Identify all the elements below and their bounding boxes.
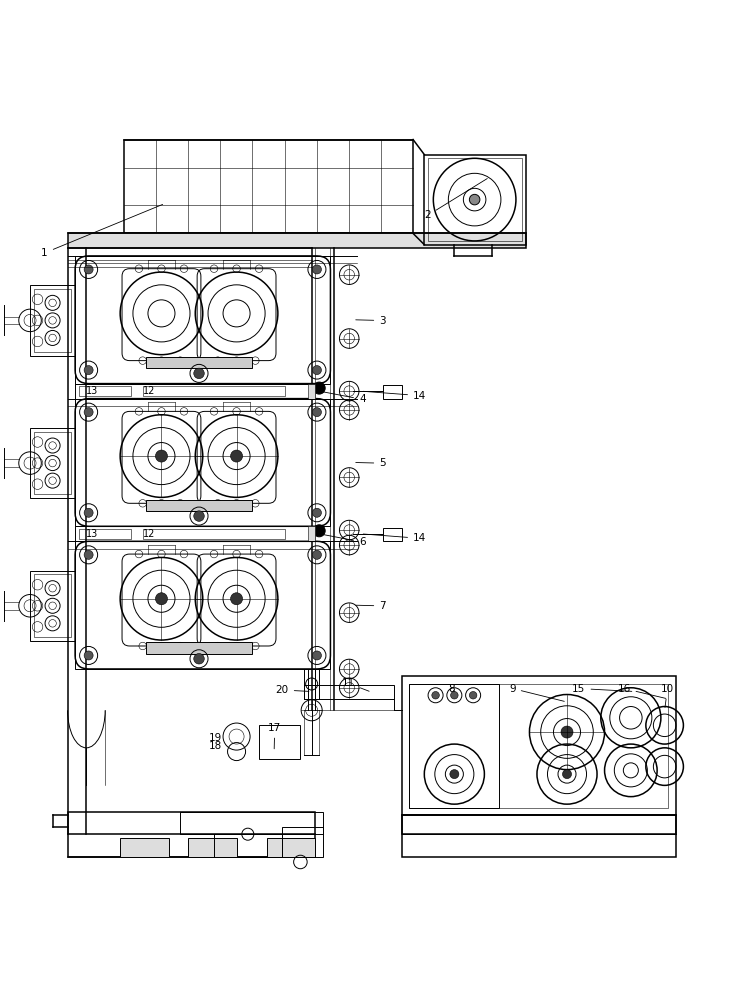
- Bar: [68, 812, 315, 857]
- Circle shape: [312, 651, 321, 660]
- Bar: [75, 256, 330, 384]
- Circle shape: [312, 508, 321, 517]
- Bar: [308, 384, 315, 399]
- Circle shape: [450, 770, 459, 779]
- Text: 10: 10: [661, 684, 674, 708]
- Text: 18: 18: [209, 741, 222, 751]
- Bar: [68, 233, 526, 248]
- Bar: [409, 684, 499, 808]
- Circle shape: [194, 511, 204, 521]
- Bar: [402, 676, 676, 815]
- Bar: [30, 571, 75, 641]
- Circle shape: [469, 194, 480, 205]
- Text: 19: 19: [209, 733, 222, 743]
- Bar: [146, 357, 252, 368]
- Bar: [188, 838, 237, 857]
- Circle shape: [432, 692, 439, 699]
- Circle shape: [231, 450, 243, 462]
- Circle shape: [313, 525, 325, 537]
- Bar: [34, 289, 71, 352]
- Bar: [75, 526, 312, 541]
- Text: 20: 20: [276, 685, 309, 695]
- Text: 7: 7: [356, 601, 386, 611]
- Bar: [214, 834, 282, 857]
- Bar: [259, 725, 300, 759]
- Bar: [30, 285, 75, 356]
- Circle shape: [84, 651, 93, 660]
- Circle shape: [155, 593, 167, 605]
- Circle shape: [194, 654, 204, 664]
- Bar: [79, 529, 131, 539]
- Bar: [409, 684, 668, 808]
- Bar: [282, 827, 323, 857]
- Text: 16: 16: [617, 684, 665, 698]
- Text: 14: 14: [363, 533, 427, 543]
- Bar: [34, 574, 71, 637]
- Circle shape: [84, 508, 93, 517]
- Bar: [428, 158, 522, 241]
- Text: 12: 12: [143, 386, 155, 396]
- Bar: [383, 528, 402, 541]
- Text: 2: 2: [424, 179, 487, 220]
- Bar: [75, 399, 330, 526]
- Bar: [402, 815, 676, 857]
- Bar: [143, 386, 285, 396]
- Bar: [267, 838, 315, 857]
- Circle shape: [155, 450, 167, 462]
- Bar: [146, 500, 252, 511]
- Text: 6: 6: [322, 534, 366, 547]
- Bar: [124, 140, 413, 233]
- Bar: [180, 812, 323, 834]
- Circle shape: [312, 366, 321, 375]
- Text: 1: 1: [41, 204, 163, 258]
- Circle shape: [312, 408, 321, 417]
- Circle shape: [451, 692, 458, 699]
- Circle shape: [194, 368, 204, 379]
- Bar: [402, 815, 676, 834]
- Circle shape: [84, 408, 93, 417]
- Bar: [383, 385, 402, 399]
- Text: 17: 17: [268, 723, 282, 749]
- Bar: [120, 838, 169, 857]
- Circle shape: [469, 692, 477, 699]
- Text: 5: 5: [356, 458, 386, 468]
- Bar: [143, 529, 285, 539]
- Circle shape: [84, 366, 93, 375]
- Circle shape: [84, 550, 93, 559]
- Bar: [424, 155, 526, 245]
- Text: 4: 4: [322, 392, 366, 404]
- Bar: [304, 669, 319, 699]
- Bar: [79, 386, 131, 396]
- Circle shape: [313, 382, 325, 394]
- Text: 12: 12: [143, 529, 155, 539]
- Text: 11: 11: [342, 678, 369, 691]
- Text: 3: 3: [356, 316, 386, 326]
- Bar: [75, 384, 312, 399]
- Text: 8: 8: [448, 684, 455, 694]
- Bar: [75, 541, 330, 669]
- Bar: [304, 685, 394, 699]
- Text: 13: 13: [86, 529, 98, 539]
- Text: 15: 15: [572, 684, 632, 694]
- Bar: [308, 526, 315, 541]
- Bar: [146, 642, 252, 654]
- Bar: [34, 432, 71, 494]
- Text: 13: 13: [86, 386, 98, 396]
- Text: 14: 14: [363, 391, 427, 401]
- Circle shape: [561, 726, 573, 738]
- Circle shape: [231, 593, 243, 605]
- Circle shape: [312, 550, 321, 559]
- Circle shape: [312, 265, 321, 274]
- Bar: [30, 428, 75, 498]
- Circle shape: [562, 770, 572, 779]
- Circle shape: [84, 265, 93, 274]
- Text: 9: 9: [509, 684, 564, 701]
